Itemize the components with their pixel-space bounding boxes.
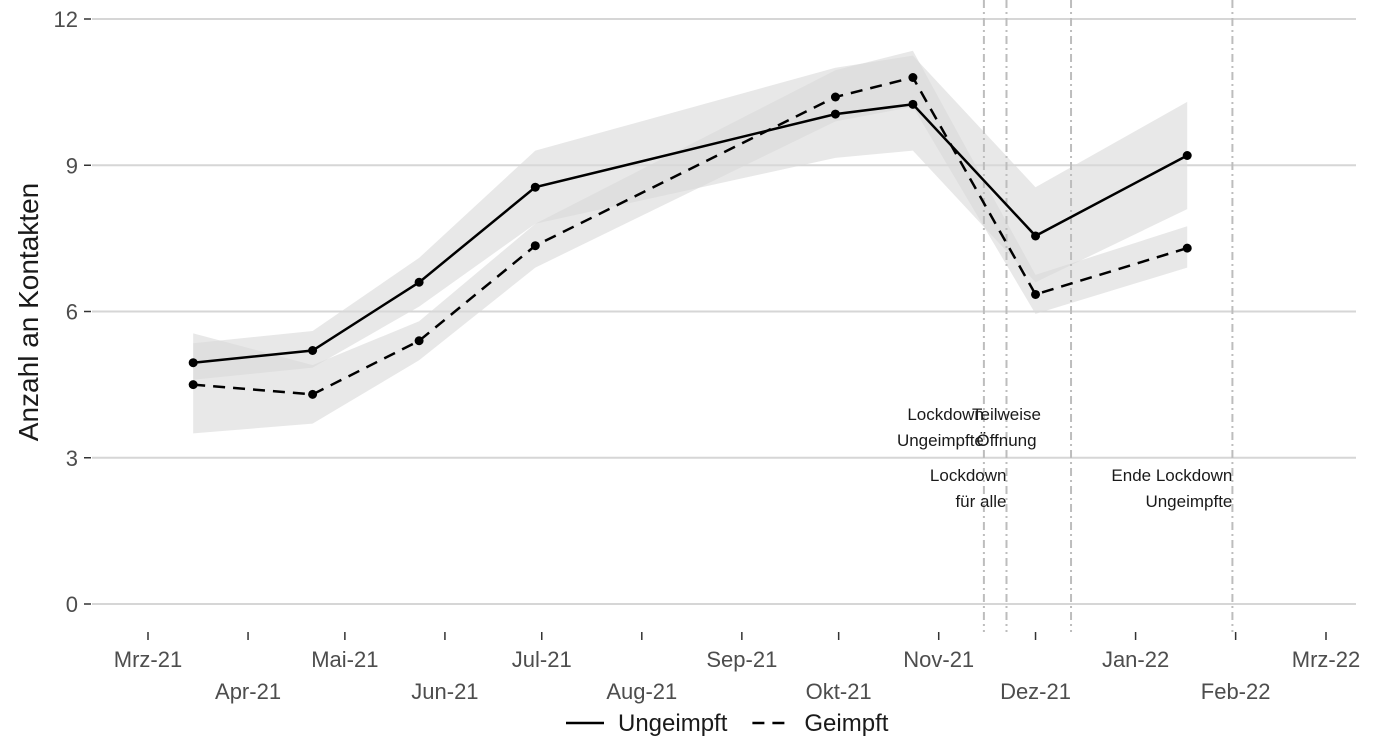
data-point: [830, 92, 840, 102]
data-point: [530, 182, 540, 192]
x-tick-label: Jul-21: [512, 647, 572, 672]
event-label-line: Öffnung: [976, 431, 1036, 450]
series-points: [188, 73, 1192, 399]
event-label-line: für alle: [955, 492, 1006, 511]
confidence-band: [193, 50, 1188, 434]
data-point: [308, 346, 318, 355]
series-line: [193, 102, 1188, 364]
x-tick-label: Nov-21: [903, 647, 974, 672]
x-tick-label: Mrz-21: [114, 647, 182, 672]
event-label-line: Ende Lockdown: [1111, 466, 1232, 485]
x-tick-label: Mrz-22: [1292, 647, 1360, 672]
data-point: [1031, 289, 1041, 299]
event-label: Lockdown für alle: [930, 466, 1007, 511]
x-tick-label: Feb-22: [1201, 679, 1271, 704]
x-tick-label: Mai-21: [311, 647, 378, 672]
y-tick-label: 6: [66, 300, 78, 325]
event-label: Ende Lockdown Ungeimpfte: [1111, 466, 1232, 511]
data-point: [830, 109, 840, 119]
event-label: Lockdown Ungeimpfte: [897, 405, 984, 450]
y-tick-label: 0: [66, 592, 78, 617]
data-point: [308, 389, 318, 399]
x-tick-label: Sep-21: [706, 647, 777, 672]
x-tick-label: Aug-21: [606, 679, 677, 704]
data-point: [530, 241, 540, 251]
event-label-line: Ungeimpfte: [897, 431, 984, 450]
event-label: Teilweise Öffnung: [972, 405, 1041, 450]
x-tick-label: Dez-21: [1000, 679, 1071, 704]
series-lines: [193, 76, 1188, 396]
event-label-line: Ungeimpfte: [1145, 492, 1232, 511]
event-annotations: Lockdown Ungeimpfte Lockdown für alle Teilwe…: [897, 405, 1232, 511]
legend: Ungeimpft Geimpft: [566, 710, 889, 737]
data-point: [908, 73, 918, 82]
event-label-line: Lockdown: [907, 405, 984, 424]
data-point: [908, 99, 918, 109]
data-point: [1182, 243, 1192, 253]
data-point: [1031, 231, 1041, 241]
data-point: [414, 336, 424, 346]
data-point: [1182, 151, 1192, 160]
x-tick-label: Okt-21: [806, 679, 872, 704]
y-tick-label: 9: [66, 153, 78, 178]
event-lines: [982, 0, 1234, 632]
legend-label: Ungeimpft: [618, 710, 728, 737]
legend-label: Geimpft: [804, 710, 888, 737]
series-line: [193, 76, 1188, 396]
data-point: [188, 358, 198, 368]
data-point: [414, 277, 424, 287]
event-label-line: Lockdown: [930, 466, 1007, 485]
y-axis-title: Anzahl an Kontakten: [13, 183, 44, 441]
x-tick-label: Apr-21: [215, 679, 281, 704]
axes: 0 3 6 9 12 Mrz-21 Apr-21 Mai-21 Jun-21 Jul-21 Aug-…: [54, 7, 1361, 704]
x-tick-label: Jan-22: [1102, 647, 1169, 672]
x-tick-label: Jun-21: [411, 679, 478, 704]
y-tick-label: 3: [66, 446, 78, 471]
confidence-bands: [193, 50, 1188, 434]
y-tick-label: 12: [54, 7, 78, 32]
event-label-line: Teilweise: [972, 405, 1041, 424]
data-point: [188, 380, 198, 390]
